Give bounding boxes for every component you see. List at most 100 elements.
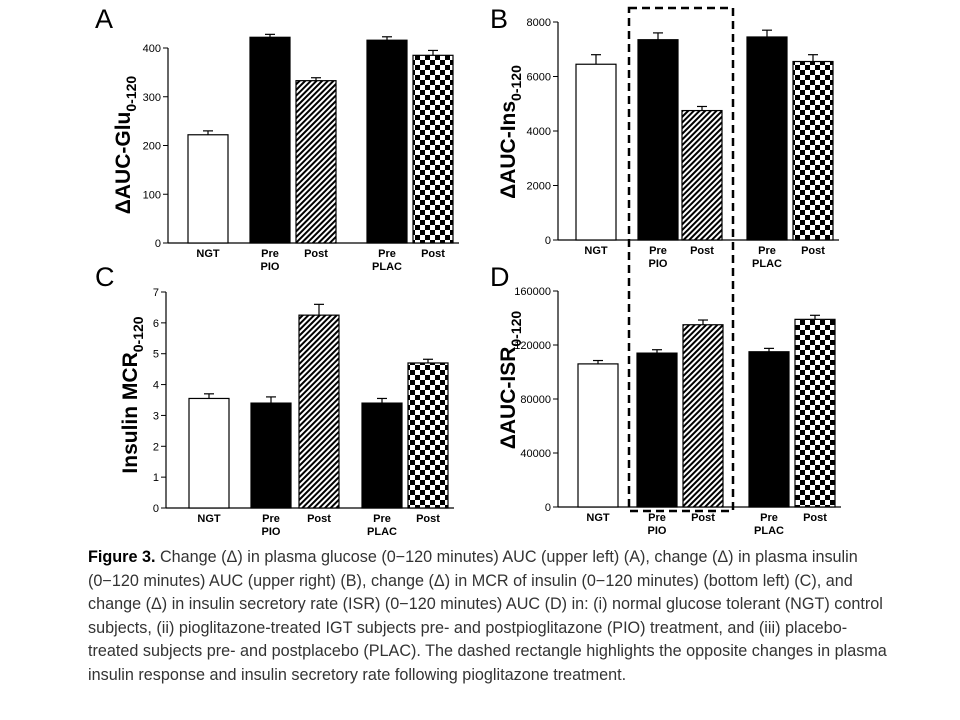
category-label-line: NGT xyxy=(584,245,608,257)
category-label: NGT xyxy=(586,512,610,524)
y-axis-label: ΔAUC-Ins0-120 xyxy=(497,65,524,199)
y-tick-label: 2000 xyxy=(527,181,551,193)
y-tick-label: 0 xyxy=(545,502,551,514)
y-tick-label: 4000 xyxy=(527,126,551,138)
bar-1 xyxy=(577,363,619,508)
category-label-line: Post xyxy=(421,248,445,260)
bar-2 xyxy=(249,36,291,244)
bar-2 xyxy=(637,39,679,241)
category-label-line: Pre xyxy=(760,512,778,524)
y-axis-label: ΔAUC-Glu0-120 xyxy=(112,76,139,215)
category-label-line: PLAC xyxy=(367,526,397,538)
y-tick-label: 1 xyxy=(153,472,159,484)
category-label-line: PLAC xyxy=(752,258,782,270)
bar-3 xyxy=(298,314,340,509)
y-axis-label: Insulin MCR0-120 xyxy=(119,316,146,473)
y-axis-label-subscript: 0-120 xyxy=(130,316,146,352)
y-tick-label: 0 xyxy=(153,503,159,515)
figure-caption: Figure 3. Change (Δ) in plasma glucose (… xyxy=(88,546,888,687)
y-tick-label: 300 xyxy=(143,92,161,104)
category-label: Post xyxy=(691,512,715,524)
category-label-line: PIO xyxy=(648,525,667,537)
y-tick-label: 0 xyxy=(545,235,551,247)
bar-5 xyxy=(407,362,449,509)
category-label: Pre PIO xyxy=(262,513,281,538)
category-label-line: PLAC xyxy=(754,525,784,537)
bar-5 xyxy=(412,54,454,244)
bar-4 xyxy=(361,402,403,509)
category-label-line: NGT xyxy=(586,512,610,524)
y-axis-label-main: ΔAUC-Glu xyxy=(112,112,135,215)
panel-letter: B xyxy=(490,4,508,34)
panel-letter: C xyxy=(95,262,115,292)
category-label: Pre PIO xyxy=(261,248,280,273)
category-label: Post xyxy=(304,248,328,260)
y-tick-label: 6000 xyxy=(527,72,551,84)
category-label: Post xyxy=(690,245,714,257)
category-label-line: PIO xyxy=(261,261,280,273)
category-label-line: Pre xyxy=(262,513,280,525)
category-label-line: Pre xyxy=(373,513,391,525)
category-label-line: Post xyxy=(803,512,827,524)
category-label-line: Pre xyxy=(649,245,667,257)
y-axis-label-subscript: 0-120 xyxy=(123,76,139,112)
category-label-line: PLAC xyxy=(372,261,402,273)
panel-letter: A xyxy=(95,4,113,34)
category-label-line: PIO xyxy=(649,258,668,270)
category-label-line: Post xyxy=(416,513,440,525)
y-axis-label-subscript: 0-120 xyxy=(508,65,524,101)
y-axis-label-main: Insulin MCR xyxy=(119,352,142,473)
category-label-line: Pre xyxy=(378,248,396,260)
bar-1 xyxy=(187,134,229,244)
bar-1 xyxy=(575,63,617,241)
category-label: Pre PIO xyxy=(648,512,667,537)
y-tick-label: 0 xyxy=(155,238,161,250)
category-label: Pre PLAC xyxy=(367,513,397,538)
category-label-line: Pre xyxy=(261,248,279,260)
category-label: NGT xyxy=(584,245,608,257)
y-tick-label: 6 xyxy=(153,318,159,330)
caption-text: Change (Δ) in plasma glucose (0−120 minu… xyxy=(88,548,887,684)
category-label-line: Post xyxy=(691,512,715,524)
bar-4 xyxy=(748,351,790,508)
bar-5 xyxy=(794,318,836,508)
category-label-line: Post xyxy=(304,248,328,260)
caption-label: Figure 3. xyxy=(88,548,156,566)
category-label-line: Pre xyxy=(648,512,666,524)
y-tick-label: 120000 xyxy=(514,340,551,352)
bar-3 xyxy=(682,324,724,508)
y-axis-label-subscript: 0-120 xyxy=(508,311,524,347)
category-label-line: Pre xyxy=(758,245,776,257)
y-axis-label-main: ΔAUC-Ins xyxy=(497,101,520,199)
y-tick-label: 2 xyxy=(153,441,159,453)
category-label: Pre PLAC xyxy=(372,248,402,273)
category-label: Post xyxy=(801,245,825,257)
y-tick-label: 3 xyxy=(153,410,159,422)
y-tick-label: 40000 xyxy=(520,448,551,460)
bar-2 xyxy=(636,352,678,508)
category-label-line: Post xyxy=(690,245,714,257)
figure: A 0 100 200 300 400 ΔAUC-Glu0-120 NGT Pre PIO Post… xyxy=(95,4,841,538)
category-label: NGT xyxy=(196,248,220,260)
bar-3 xyxy=(681,109,723,241)
category-label-line: PIO xyxy=(262,526,281,538)
pio-highlight-box xyxy=(627,6,735,513)
category-label-line: NGT xyxy=(197,513,221,525)
bar-4 xyxy=(746,36,788,241)
y-tick-label: 100 xyxy=(143,189,161,201)
y-tick-label: 7 xyxy=(153,287,159,299)
y-tick-label: 400 xyxy=(143,43,161,55)
category-label-line: NGT xyxy=(196,248,220,260)
panel-letter: D xyxy=(490,262,510,292)
y-tick-label: 200 xyxy=(143,141,161,153)
bar-3 xyxy=(295,80,337,244)
category-label: Pre PLAC xyxy=(754,512,784,537)
y-tick-label: 160000 xyxy=(514,286,551,298)
y-axis-label: ΔAUC-ISR0-120 xyxy=(497,311,524,450)
category-label: Post xyxy=(307,513,331,525)
panel-d: D 0 40000 80000 120000 160000 ΔAUC-ISR0-120 NGT… xyxy=(490,262,841,537)
